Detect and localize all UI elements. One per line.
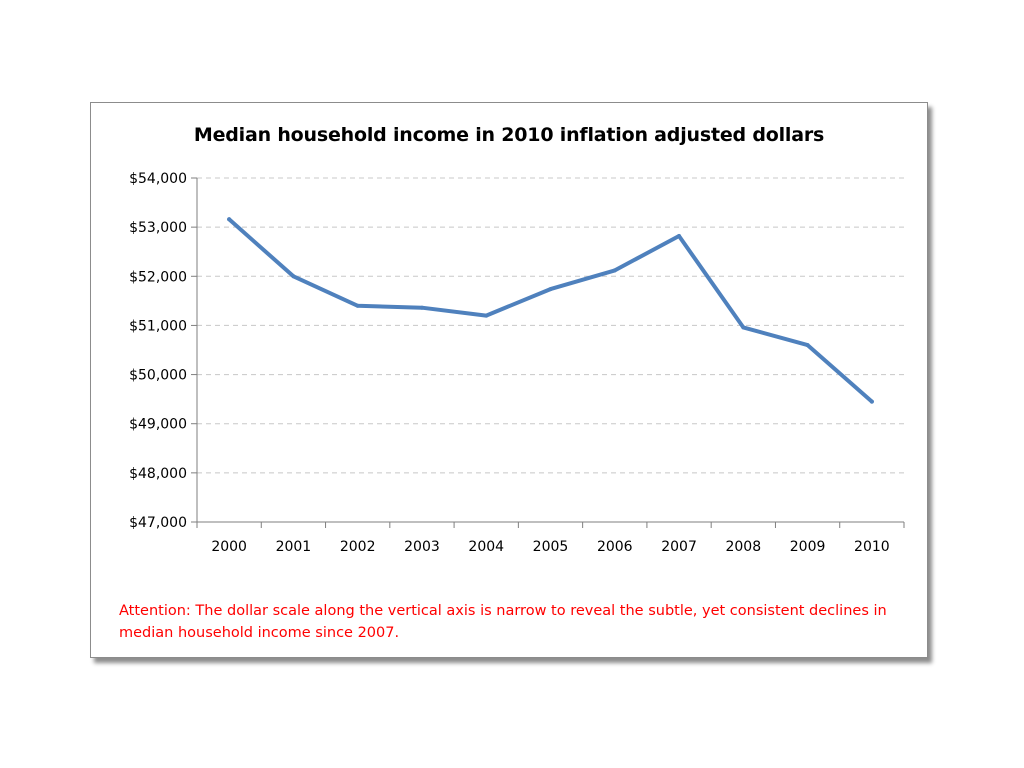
data-point [419,305,424,310]
x-tick-label: 2008 [725,539,761,555]
x-tick-label: 2006 [597,539,633,555]
data-point [869,399,874,404]
line-chart: $47,000 $48,000 $49,000 $50,000 $51,000 $52,0… [129,171,905,555]
data-point [227,217,232,222]
y-tick-label: $50,000 [129,368,187,384]
y-tick-label: $54,000 [129,171,187,187]
x-tick-label: 2010 [854,539,890,555]
chart-container: Median household income in 2010 inflatio… [90,102,928,658]
data-point [612,268,617,273]
x-tick-label: 2005 [533,539,569,555]
data-point [484,313,489,318]
x-tick-label: 2009 [790,539,826,555]
x-tick-label: 2000 [211,539,247,555]
y-tick-label: $51,000 [129,318,187,334]
data-point [677,233,682,238]
y-tick-label: $52,000 [129,269,187,285]
x-tick-label: 2003 [404,539,440,555]
data-point [741,325,746,330]
x-tick-label: 2002 [340,539,376,555]
x-tick-label: 2001 [276,539,312,555]
y-tick-label: $48,000 [129,466,187,482]
y-tick-label: $47,000 [129,515,187,531]
data-point [355,303,360,308]
data-point [805,343,810,348]
attention-note: Attention: The dollar scale along the ve… [119,603,887,641]
data-point [548,287,553,292]
y-tick-label: $49,000 [129,417,187,433]
chart-title: Median household income in 2010 inflatio… [193,124,825,146]
x-tick-label: 2004 [468,539,504,555]
y-tick-label: $53,000 [129,220,187,236]
x-tick-label: 2007 [661,539,697,555]
data-point [291,274,296,279]
